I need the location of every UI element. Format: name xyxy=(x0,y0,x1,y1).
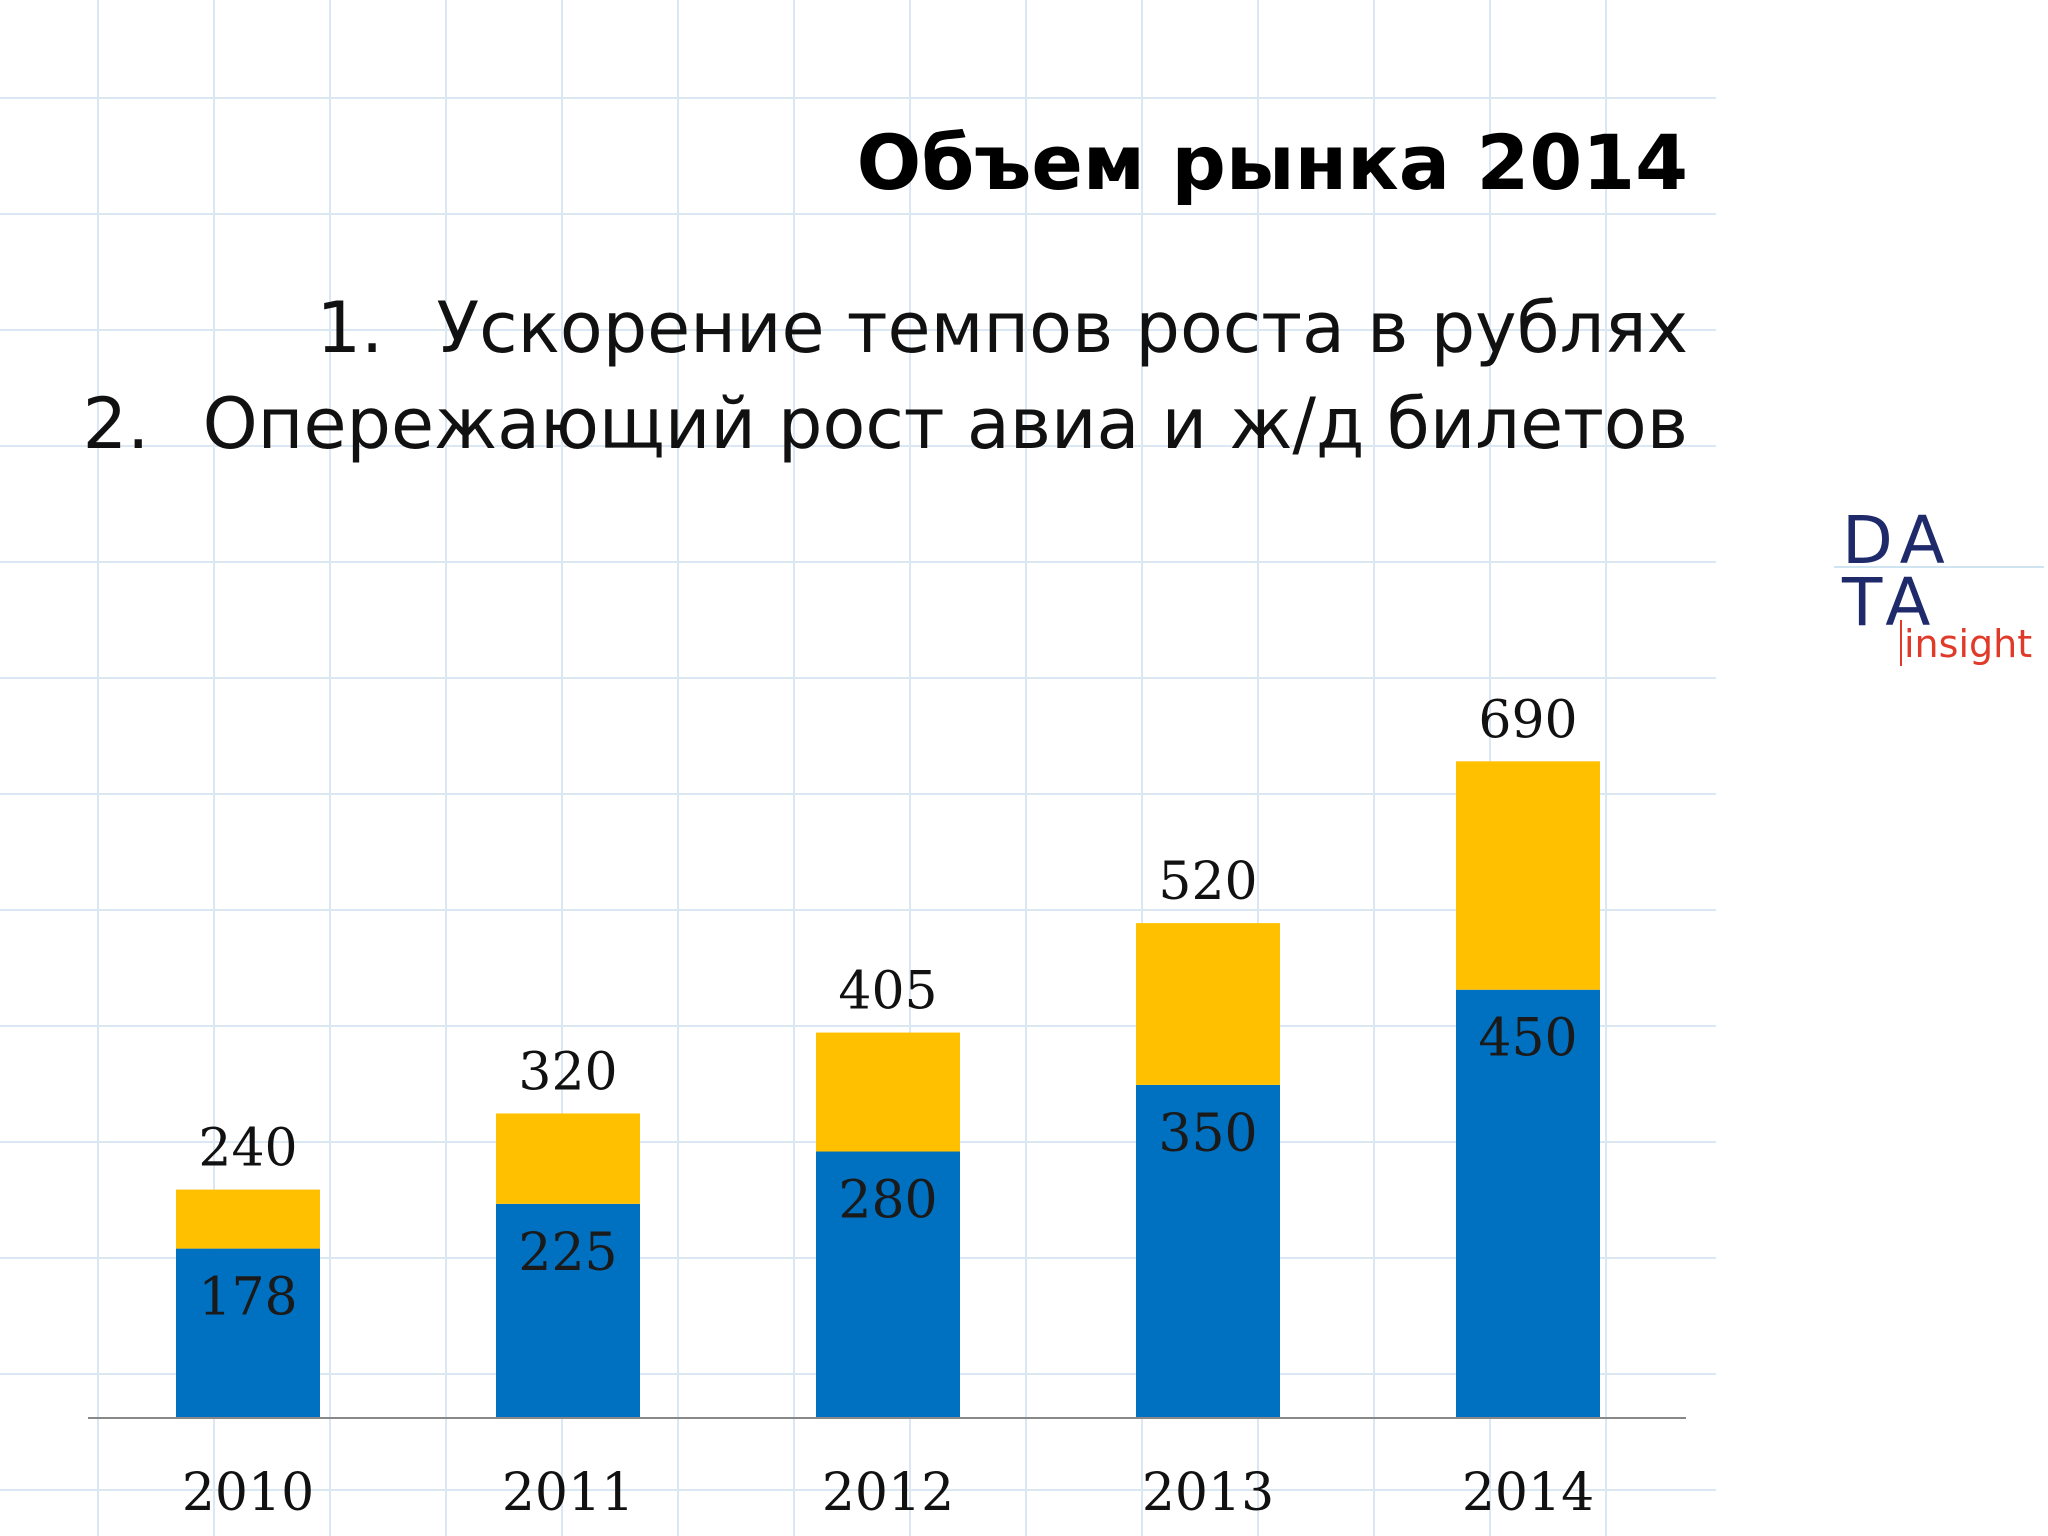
key-point-2: 2. Опережающий рост авиа и ж/д билетов xyxy=(83,376,1688,472)
key-point-2-number: 2. xyxy=(82,383,150,465)
data-insight-logo: DA TA insight xyxy=(1834,500,2044,670)
bar-segment-top-2011 xyxy=(496,1113,640,1204)
x-tick-2011: 2011 xyxy=(502,1463,634,1523)
key-point-1-number: 1. xyxy=(316,287,384,369)
total-label-2013: 520 xyxy=(1158,852,1257,912)
total-label-2012: 405 xyxy=(838,962,937,1022)
bottom-label-2013: 350 xyxy=(1158,1104,1257,1164)
total-label-2011: 320 xyxy=(518,1042,617,1102)
x-tick-2013: 2013 xyxy=(1142,1463,1274,1523)
bar-segment-bottom-2010 xyxy=(176,1248,320,1418)
x-tick-2012: 2012 xyxy=(822,1463,954,1523)
bar-segment-top-2013 xyxy=(1136,923,1280,1085)
bar-segment-top-2014 xyxy=(1456,761,1600,990)
key-points-list: 1. Ускорение темпов роста в рублях 2. Опер… xyxy=(83,280,1688,472)
total-label-2014: 690 xyxy=(1478,690,1577,750)
bottom-label-2012: 280 xyxy=(838,1171,937,1231)
bottom-label-2010: 178 xyxy=(198,1268,297,1328)
bar-segment-top-2010 xyxy=(176,1189,320,1249)
bar-segment-bottom-2011 xyxy=(496,1203,640,1418)
bar-segment-bottom-2012 xyxy=(816,1151,960,1418)
key-point-1-text: Ускорение темпов роста в рублях xyxy=(436,287,1688,369)
x-tick-2014: 2014 xyxy=(1462,1463,1594,1523)
key-point-1: 1. Ускорение темпов роста в рублях xyxy=(83,280,1688,376)
bar-segment-top-2012 xyxy=(816,1032,960,1152)
logo-divider xyxy=(1834,566,2044,568)
key-point-2-text: Опережающий рост авиа и ж/д билетов xyxy=(202,383,1688,465)
slide-title: Объем рынка 2014 xyxy=(856,118,1688,207)
bottom-label-2011: 225 xyxy=(518,1223,617,1283)
logo-line-2: TA xyxy=(1842,564,1939,641)
bar-segment-bottom-2013 xyxy=(1136,1084,1280,1418)
logo-line-1: DA xyxy=(1842,502,1953,579)
logo-accent-bar xyxy=(1900,620,1902,666)
total-label-2010: 240 xyxy=(198,1119,297,1179)
bottom-label-2014: 450 xyxy=(1478,1009,1577,1069)
logo-line-3: insight xyxy=(1904,622,2033,666)
bar-segment-bottom-2014 xyxy=(1456,989,1600,1418)
x-tick-2010: 2010 xyxy=(182,1463,314,1523)
